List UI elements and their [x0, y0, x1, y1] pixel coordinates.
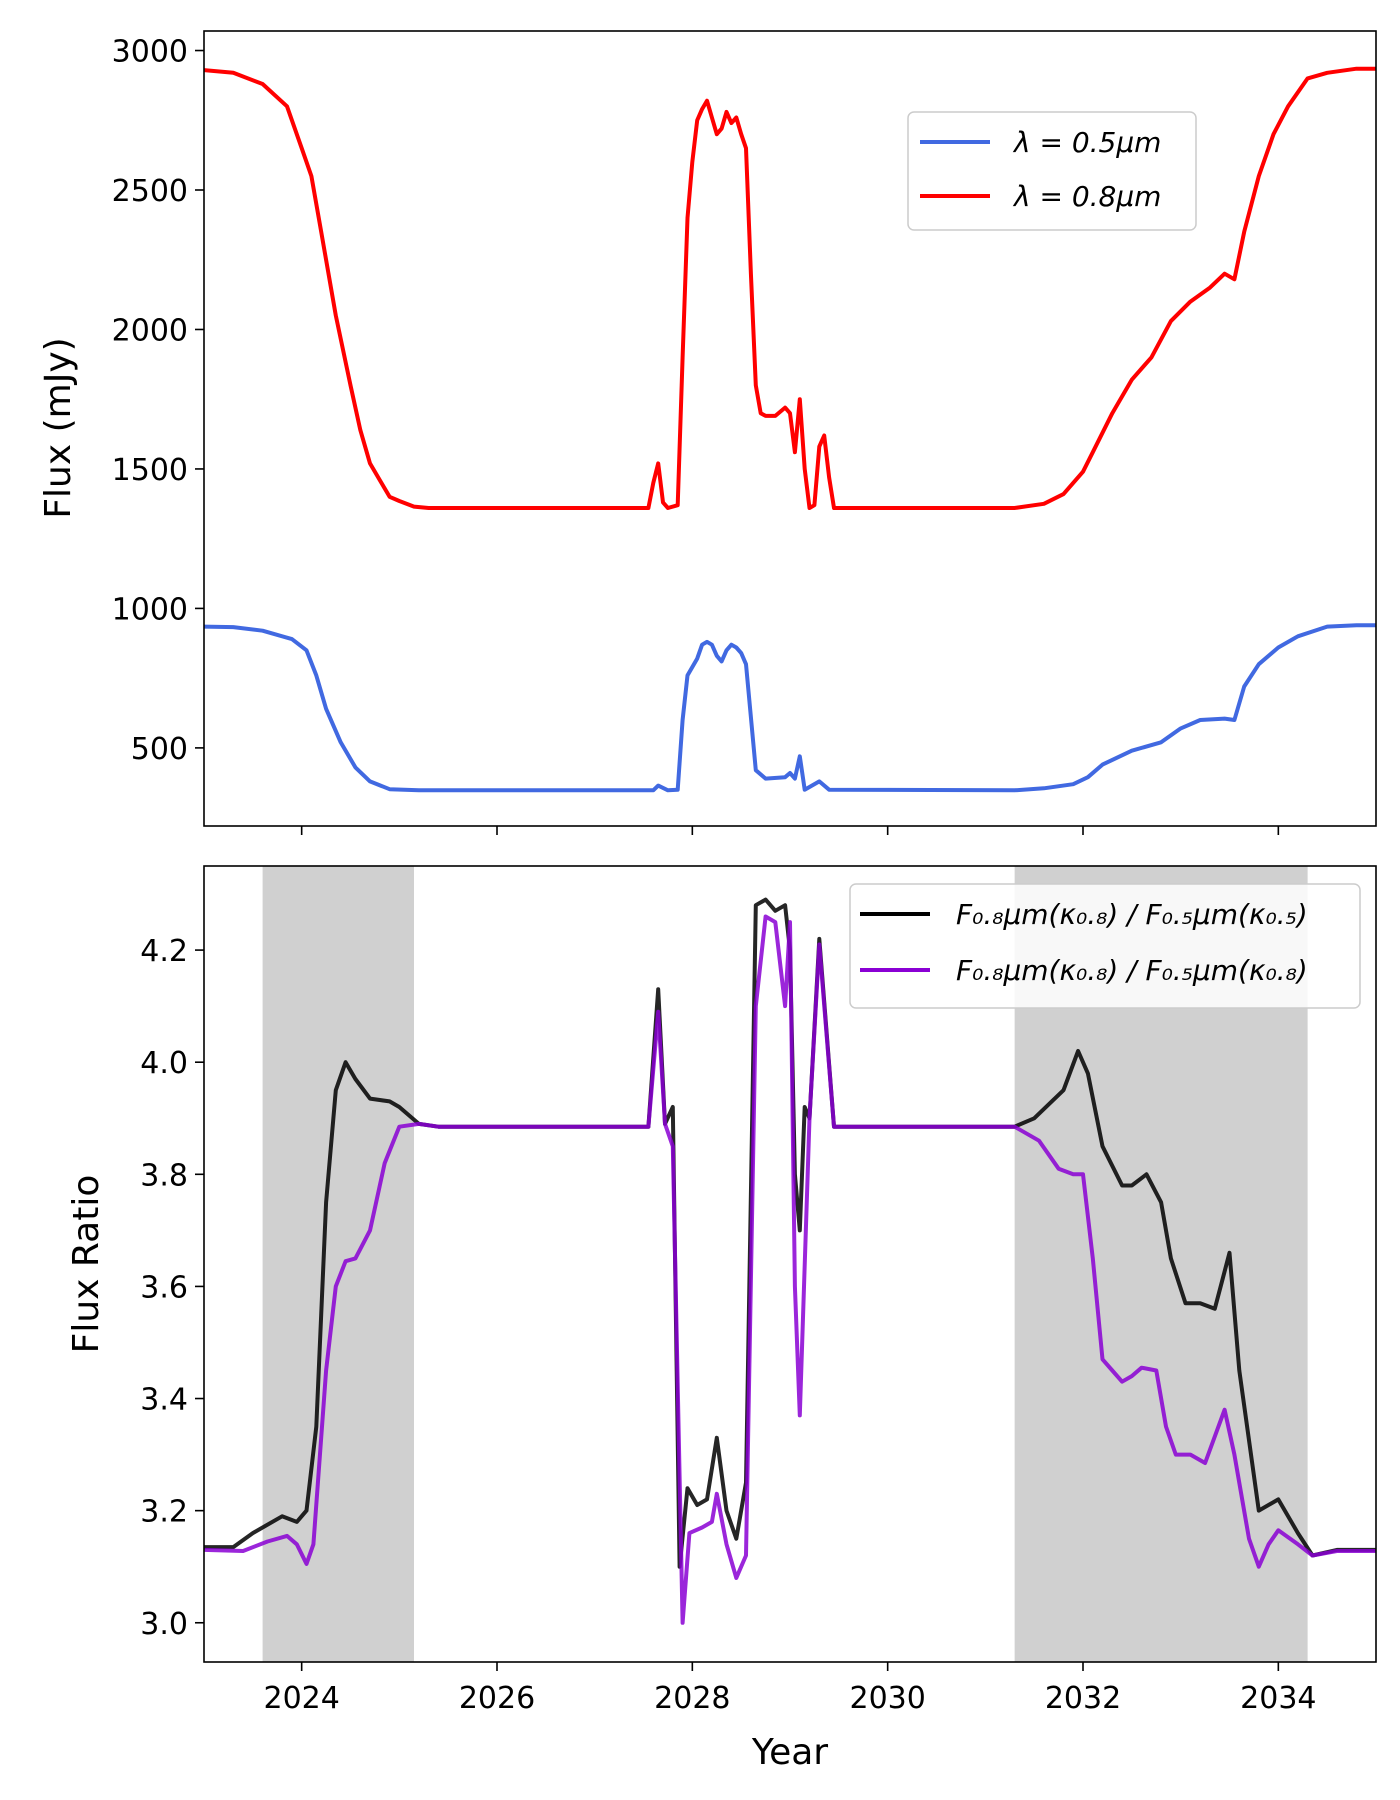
- ratio-y-tick-label: 3.4: [140, 1383, 188, 1418]
- flux-x-ticks: [300, 826, 1280, 835]
- ratio-series-line-2: [204, 914, 1376, 1625]
- ratio-y-tick-label: 3.8: [140, 1158, 188, 1193]
- flux-y-tick-label: 3000: [112, 35, 188, 70]
- ratio-panel: 2024 2026 2028 2030 2032 2034 3.0 3.2 3.4 3.6 3.8…: [66, 865, 1377, 1773]
- ratio-series-line-1: [204, 897, 1376, 1569]
- flux-panel: 500 1000 1500 2000 2500 3000 Flux (mJy) λ = 0…: [38, 30, 1377, 835]
- ratio-y-axis-label: Flux Ratio: [66, 1175, 107, 1354]
- flux-y-ticks: 500 1000 1500 2000 2500 3000: [112, 35, 204, 767]
- legend-label-0p5um: λ = 0.5μm: [1012, 126, 1161, 159]
- ratio-x-tick-label: 2034: [1240, 1681, 1316, 1716]
- ratio-y-tick-label: 3.0: [140, 1607, 188, 1642]
- flux-series-line-2: [204, 66, 1376, 510]
- ratio-x-tick-label: 2026: [459, 1681, 535, 1716]
- ratio-legend-box: [849, 883, 1361, 1009]
- flux-legend: λ = 0.5μm λ = 0.8μm: [907, 111, 1197, 231]
- ratio-x-tick-label: 2030: [849, 1681, 925, 1716]
- ratio-legend: F₀.₈μm(κ₀.₈) / F₀.₅μm(κ₀.₅) F₀.₈μm(κ₀.₈)…: [849, 883, 1361, 1009]
- flux-y-tick-label: 1000: [112, 592, 188, 627]
- flux-y-tick-label: 2000: [112, 313, 188, 348]
- flux-y-axis-label: Flux (mJy): [38, 337, 79, 518]
- flux-series-group: [204, 66, 1376, 793]
- ratio-x-ticks: 2024 2026 2028 2030 2032 2034: [263, 1662, 1317, 1716]
- ratio-x-tick-label: 2028: [654, 1681, 730, 1716]
- flux-series-line-1: [204, 623, 1376, 793]
- year-x-axis-label: Year: [751, 1732, 828, 1773]
- flux-plot-frame: [203, 30, 1377, 827]
- ratio-series-group: [204, 897, 1376, 1625]
- shaded-region-1: [262, 866, 414, 1662]
- flux-y-tick-label: 500: [131, 732, 188, 767]
- legend-label-0p8um: λ = 0.8μm: [1012, 180, 1161, 213]
- ratio-y-tick-label: 4.2: [140, 934, 188, 969]
- flux-y-tick-label: 2500: [112, 174, 188, 209]
- ratio-x-tick-label: 2032: [1045, 1681, 1121, 1716]
- ratio-x-tick-label: 2024: [263, 1681, 339, 1716]
- ratio-y-tick-label: 3.2: [140, 1495, 188, 1530]
- ratio-y-ticks: 3.0 3.2 3.4 3.6 3.8 4.0 4.2: [140, 934, 204, 1642]
- legend-label-kappa-0p5: F₀.₈μm(κ₀.₈) / F₀.₅μm(κ₀.₅): [956, 898, 1308, 931]
- ratio-y-tick-label: 3.6: [140, 1270, 188, 1305]
- flux-y-tick-label: 1500: [112, 453, 188, 488]
- ratio-plot-frame: [203, 865, 1377, 1663]
- legend-label-kappa-0p8: F₀.₈μm(κ₀.₈) / F₀.₅μm(κ₀.₈): [956, 954, 1308, 987]
- ratio-y-tick-label: 4.0: [140, 1046, 188, 1081]
